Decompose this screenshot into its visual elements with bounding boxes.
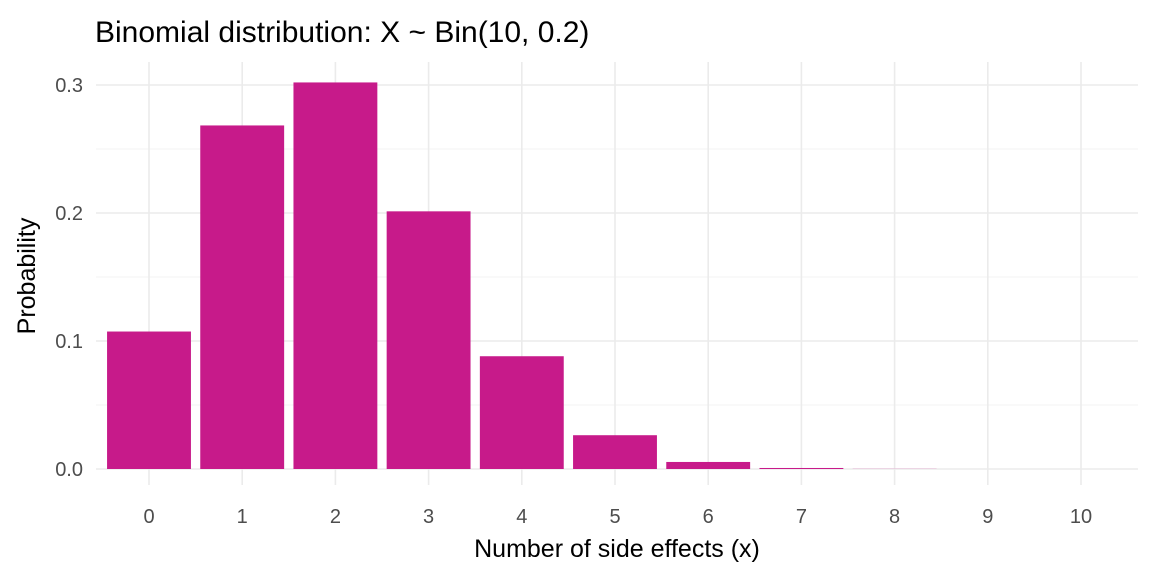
x-tick-label: 2 bbox=[330, 506, 341, 528]
x-tick-label: 9 bbox=[982, 506, 993, 528]
bar-x1 bbox=[200, 125, 285, 469]
bar-x3 bbox=[386, 211, 471, 469]
bars bbox=[107, 82, 937, 469]
x-tick-label: 5 bbox=[609, 506, 620, 528]
y-axis-title: Probability bbox=[13, 217, 41, 334]
bar-x7 bbox=[759, 467, 844, 469]
chart-title: Binomial distribution: X ~ Bin(10, 0.2) bbox=[95, 16, 589, 49]
x-tick-label: 0 bbox=[143, 506, 154, 528]
x-tick-label: 1 bbox=[237, 506, 248, 528]
x-tick-label: 7 bbox=[796, 506, 807, 528]
bar-x0 bbox=[107, 331, 191, 469]
x-tick-labels: 0 1 2 3 4 5 6 7 8 9 10 bbox=[143, 506, 1092, 528]
y-tick-label: 0.2 bbox=[55, 203, 83, 225]
y-tick-label: 0.1 bbox=[55, 331, 83, 353]
x-tick-label: 8 bbox=[889, 506, 900, 528]
x-tick-label: 3 bbox=[423, 506, 434, 528]
bar-x2 bbox=[293, 82, 378, 469]
x-axis-title: Number of side effects (x) bbox=[474, 535, 760, 563]
bar-x6 bbox=[666, 461, 751, 469]
y-tick-label: 0.0 bbox=[55, 459, 83, 481]
x-tick-label: 6 bbox=[703, 506, 714, 528]
bar-x4 bbox=[479, 356, 564, 469]
y-tick-label: 0.3 bbox=[55, 75, 83, 97]
x-tick-label: 10 bbox=[1070, 506, 1092, 528]
y-tick-labels: 0.0 0.1 0.2 0.3 bbox=[55, 75, 83, 481]
bar-x5 bbox=[573, 435, 657, 469]
x-tick-label: 4 bbox=[516, 506, 527, 528]
